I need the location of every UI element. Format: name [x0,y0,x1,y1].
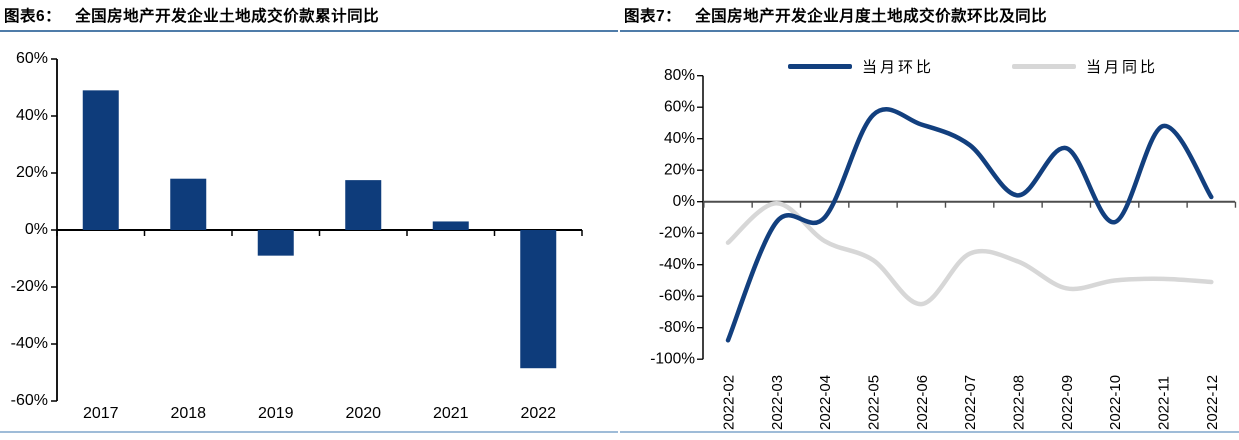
x-axis-label: 2017 [83,405,119,422]
y-axis-label: 60% [16,50,48,67]
y-axis-label: -60% [11,392,48,409]
y-axis-label: 0% [673,193,696,210]
y-axis-label: -80% [659,319,695,336]
x-axis-label: 2022-09 [1059,375,1076,430]
x-axis-label: 2019 [258,405,294,422]
y-axis-label: 80% [664,67,695,84]
legend-item: 当月同比 [1012,56,1158,77]
bar-2022 [520,230,557,369]
figure7-title: 图表7： 全国房地产开发企业月度土地成交价款环比及同比 [620,0,1239,32]
legend-item: 当月环比 [788,56,934,77]
legend-label: 当月环比 [862,59,935,76]
y-axis-label: -40% [11,335,48,352]
figure7-legend: 当月环比 当月同比 [788,56,1158,77]
figure6-title: 图表6： 全国房地产开发企业土地成交价款累计同比 [0,0,618,32]
x-axis-label: 2022-10 [1107,375,1124,430]
y-axis-label: -60% [659,287,695,304]
y-axis-label: -40% [659,256,695,273]
series-line-当月环比 [725,107,1214,343]
bar-2018 [170,178,207,230]
legend-line-swatch [788,64,852,69]
x-axis-label: 2022-03 [769,375,786,430]
x-axis-label: 2022-11 [1155,376,1172,430]
x-axis-label: 2022-04 [817,375,834,430]
legend-line-swatch [1012,64,1077,69]
figure7-title-prefix: 图表7： [624,8,682,25]
x-axis-label: 2022-06 [914,375,931,430]
x-axis-label: 2021 [433,405,469,422]
bar-2020 [345,180,382,230]
legend-label: 当月同比 [1086,59,1159,76]
y-axis-label: 20% [664,161,695,178]
figure7-plot: -100% -80% -60% -40% -20% 0% 20% 40% 60% 80% 2022-… [650,67,1237,430]
x-axis-label: 2022 [520,405,556,422]
figure7-bottom-rule [620,431,1239,433]
y-axis-label: -100% [650,350,695,367]
y-axis-label: 20% [16,164,48,181]
figure6-bar-chart: -60% -40% -20% 0% 20% 40% 60% 2017 2018 2019 2020 2… [11,50,583,422]
y-axis-label: 40% [664,130,695,147]
x-axis-label: 2022-02 [721,375,738,430]
figure7-panel: 图表7： 全国房地产开发企业月度土地成交价款环比及同比 -100% -80% -60… [620,0,1239,440]
y-axis-label: 60% [664,98,695,115]
y-axis-label: 0% [25,221,48,238]
x-axis-label: 2020 [345,405,381,422]
figure6-panel: 图表6： 全国房地产开发企业土地成交价款累计同比 -60% -40% -20% 0% 2… [0,0,618,440]
x-axis-label: 2022-05 [865,375,882,430]
series-line-当月同比 [725,201,1214,307]
figure7-title-text: 全国房地产开发企业月度土地成交价款环比及同比 [695,8,1048,25]
y-axis-label: -20% [11,278,48,295]
y-axis-label: 40% [16,107,48,124]
y-axis-label: -20% [659,224,695,241]
x-axis-label: 2022-12 [1204,375,1221,430]
x-axis-label: 2018 [170,405,206,422]
figure6-title-prefix: 图表6： [4,8,62,25]
figure6-title-text: 全国房地产开发企业土地成交价款累计同比 [75,8,380,25]
bar-2019 [257,230,294,256]
x-axis-label: 2022-08 [1010,375,1027,430]
bar-2021 [432,221,469,230]
x-axis-label: 2022-07 [962,375,979,430]
figure6-plot: -60% -40% -20% 0% 20% 40% 60% 2017 2018 2019 2020 2… [11,50,583,422]
figure7-line-chart: -100% -80% -60% -40% -20% 0% 20% 40% 60% 80% 2022-… [650,67,1237,430]
figure6-bottom-rule [0,431,618,433]
bar-2017 [82,90,119,230]
